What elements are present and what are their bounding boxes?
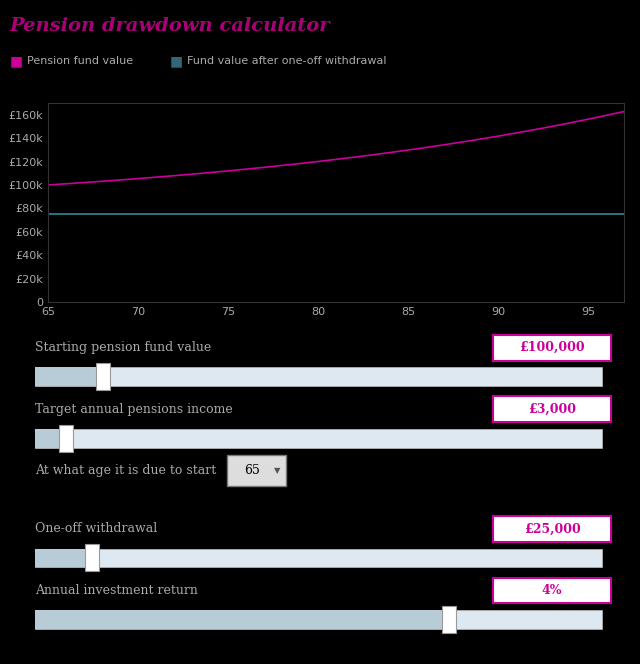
FancyBboxPatch shape xyxy=(35,367,602,386)
FancyBboxPatch shape xyxy=(35,548,92,568)
FancyBboxPatch shape xyxy=(35,610,449,629)
Text: 65: 65 xyxy=(244,464,260,477)
FancyBboxPatch shape xyxy=(493,396,611,422)
FancyBboxPatch shape xyxy=(35,429,67,448)
Text: Annual investment return: Annual investment return xyxy=(35,584,198,597)
FancyBboxPatch shape xyxy=(493,578,611,604)
FancyBboxPatch shape xyxy=(35,610,602,629)
Text: ▼: ▼ xyxy=(274,466,280,475)
FancyBboxPatch shape xyxy=(227,456,286,486)
Text: £3,000: £3,000 xyxy=(528,403,576,416)
Text: £100,000: £100,000 xyxy=(519,341,585,354)
FancyBboxPatch shape xyxy=(493,516,611,542)
FancyBboxPatch shape xyxy=(442,606,456,633)
Text: Pension drawdown calculator: Pension drawdown calculator xyxy=(10,17,330,35)
Text: Starting pension fund value: Starting pension fund value xyxy=(35,341,211,354)
Text: Pension fund value: Pension fund value xyxy=(27,56,133,66)
Text: ■: ■ xyxy=(10,54,23,68)
FancyBboxPatch shape xyxy=(85,544,99,572)
Text: Fund value after one-off withdrawal: Fund value after one-off withdrawal xyxy=(187,56,387,66)
FancyBboxPatch shape xyxy=(35,367,103,386)
Text: ■: ■ xyxy=(170,54,183,68)
FancyBboxPatch shape xyxy=(96,363,110,390)
FancyBboxPatch shape xyxy=(60,425,74,452)
Text: At what age it is due to start: At what age it is due to start xyxy=(35,464,216,477)
FancyBboxPatch shape xyxy=(35,429,602,448)
Text: One-off withdrawal: One-off withdrawal xyxy=(35,523,157,535)
FancyBboxPatch shape xyxy=(493,335,611,361)
FancyBboxPatch shape xyxy=(35,548,602,568)
Text: £25,000: £25,000 xyxy=(524,523,580,535)
Text: Target annual pensions income: Target annual pensions income xyxy=(35,403,233,416)
Text: 4%: 4% xyxy=(541,584,563,597)
